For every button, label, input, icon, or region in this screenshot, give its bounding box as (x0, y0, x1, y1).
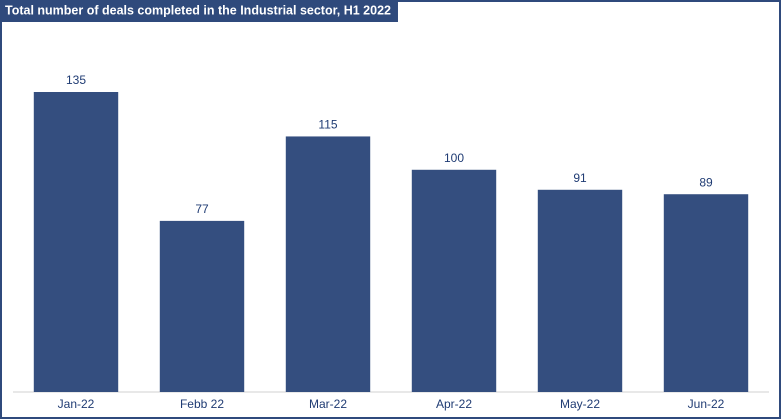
x-tick-label: May-22 (560, 397, 600, 411)
x-tick-label: Febb 22 (180, 397, 224, 411)
bar (411, 169, 497, 392)
bar (663, 194, 749, 392)
title-background (0, 0, 398, 22)
value-label: 77 (195, 202, 209, 216)
x-tick-label: Jun-22 (688, 397, 725, 411)
bar (159, 220, 245, 392)
value-label: 100 (444, 151, 464, 165)
bar (33, 92, 119, 392)
x-tick-label: Apr-22 (436, 397, 472, 411)
x-tick-label: Mar-22 (309, 397, 347, 411)
value-label: 115 (318, 118, 337, 132)
value-label: 91 (573, 171, 587, 185)
bar (285, 136, 371, 392)
chart-title: Total number of deals completed in the I… (5, 3, 391, 17)
value-label: 89 (699, 175, 713, 189)
bar (537, 189, 623, 392)
value-label: 135 (66, 73, 86, 87)
x-tick-label: Jan-22 (58, 397, 95, 411)
